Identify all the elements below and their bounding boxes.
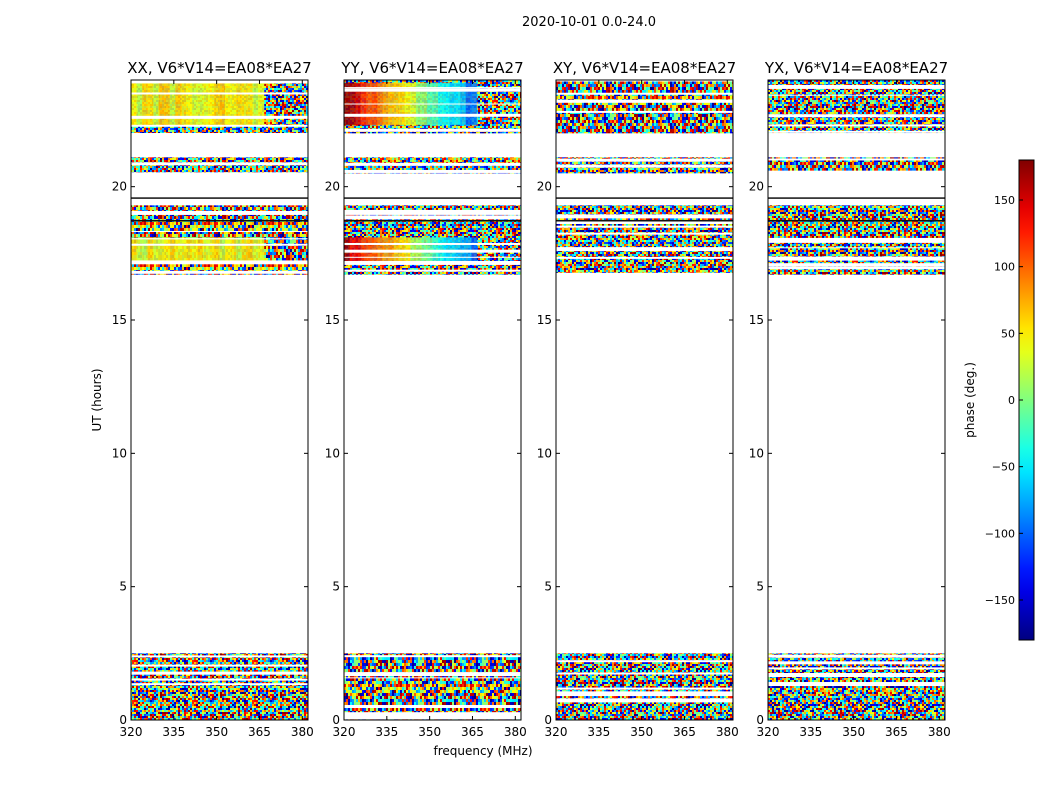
y-tick-label: 5 (756, 580, 764, 594)
x-tick-label: 350 (418, 725, 441, 739)
data-block (556, 653, 733, 720)
x-tick-label: 335 (375, 725, 398, 739)
y-tick-label: 15 (537, 313, 552, 327)
x-tick-label: 350 (842, 725, 865, 739)
x-tick-label: 380 (928, 725, 951, 739)
y-tick-label: 0 (544, 713, 552, 727)
y-tick-label: 0 (756, 713, 764, 727)
data-block (131, 80, 308, 136)
colorbar-tick-label: −150 (985, 594, 1015, 607)
x-tick-label: 335 (799, 725, 822, 739)
data-block (131, 205, 308, 275)
colorbar-tick-label: 150 (994, 194, 1015, 207)
x-tick-label: 365 (885, 725, 908, 739)
data-block (768, 205, 945, 275)
data-block (344, 205, 521, 275)
y-tick-label: 20 (325, 180, 340, 194)
x-tick-label: 320 (120, 725, 143, 739)
x-tick-label: 350 (205, 725, 228, 739)
x-tick-label: 365 (248, 725, 271, 739)
colorbar-tick-label: 0 (1008, 394, 1015, 407)
panel-frame (343, 79, 522, 721)
panel-title: YX, V6*V14=EA08*EA27 (764, 59, 948, 77)
data-block (344, 80, 521, 134)
data-block (344, 157, 521, 174)
panel-title: XY, V6*V14=EA08*EA27 (553, 59, 736, 77)
y-tick-label: 20 (749, 180, 764, 194)
y-tick-label: 15 (112, 313, 127, 327)
y-tick-label: 5 (332, 580, 340, 594)
y-tick-label: 5 (544, 580, 552, 594)
x-tick-label: 320 (333, 725, 356, 739)
panel-xy: XY, V6*V14=EA08*EA27 320 335 350 365 380 0 5 10 1… (537, 59, 739, 739)
colorbar-tick-label: −50 (992, 461, 1015, 474)
colorbar-tick-label: 100 (994, 261, 1015, 274)
panel-frame (555, 79, 734, 721)
panels: XX, V6*V14=EA08*EA27 320 335 350 365 380 0 5 10 1… (112, 59, 951, 739)
data-block (768, 653, 945, 720)
x-tick-label: 380 (291, 725, 314, 739)
colorbar-label: phase (deg.) (963, 362, 977, 438)
data-block (556, 205, 733, 277)
y-tick-label: 15 (749, 313, 764, 327)
data-block (768, 80, 945, 138)
x-tick-label: 350 (630, 725, 653, 739)
x-tick-label: 380 (504, 725, 527, 739)
x-tick-label: 365 (461, 725, 484, 739)
y-tick-label: 20 (537, 180, 552, 194)
x-tick-label: 380 (716, 725, 739, 739)
colorbar: 150 100 50 0 −50 −100 −150 phase (deg.) (963, 159, 1035, 641)
colorbar-tick-label: 50 (1001, 327, 1015, 340)
y-tick-label: 20 (112, 180, 127, 194)
colorbar-tick-label: −100 (985, 527, 1015, 540)
data-block (131, 653, 308, 720)
figure-suptitle: 2020-10-01 0.0-24.0 (522, 15, 656, 30)
panel-frame (130, 79, 309, 721)
colorbar-gradient (1019, 160, 1034, 640)
y-tick-label: 15 (325, 313, 340, 327)
data-block (768, 157, 945, 175)
y-tick-label: 10 (537, 446, 552, 460)
data-block (131, 157, 308, 177)
panel-title: XX, V6*V14=EA08*EA27 (127, 59, 311, 77)
panel-yy: YY, V6*V14=EA08*EA27 320 335 350 365 380 0 5 10 1… (325, 59, 527, 739)
panel-yx: YX, V6*V14=EA08*EA27 320 335 350 365 380 0 5 10 1… (749, 59, 951, 739)
data-block (556, 80, 733, 134)
x-axis-label: frequency (MHz) (433, 744, 532, 758)
y-tick-label: 0 (119, 713, 127, 727)
y-tick-label: 10 (112, 446, 127, 460)
panel-frame (767, 79, 946, 721)
y-tick-label: 10 (749, 446, 764, 460)
data-block (344, 653, 521, 720)
y-tick-label: 5 (119, 580, 127, 594)
x-tick-label: 335 (162, 725, 185, 739)
panel-title: YY, V6*V14=EA08*EA27 (340, 59, 523, 77)
x-tick-label: 335 (587, 725, 610, 739)
panel-xx: XX, V6*V14=EA08*EA27 320 335 350 365 380 0 5 10 1… (112, 59, 314, 739)
y-tick-label: 0 (332, 713, 340, 727)
data-block (556, 157, 733, 174)
y-tick-label: 10 (325, 446, 340, 460)
y-axis-label: UT (hours) (90, 368, 104, 431)
x-tick-label: 320 (545, 725, 568, 739)
x-tick-label: 365 (673, 725, 696, 739)
x-tick-label: 320 (757, 725, 780, 739)
